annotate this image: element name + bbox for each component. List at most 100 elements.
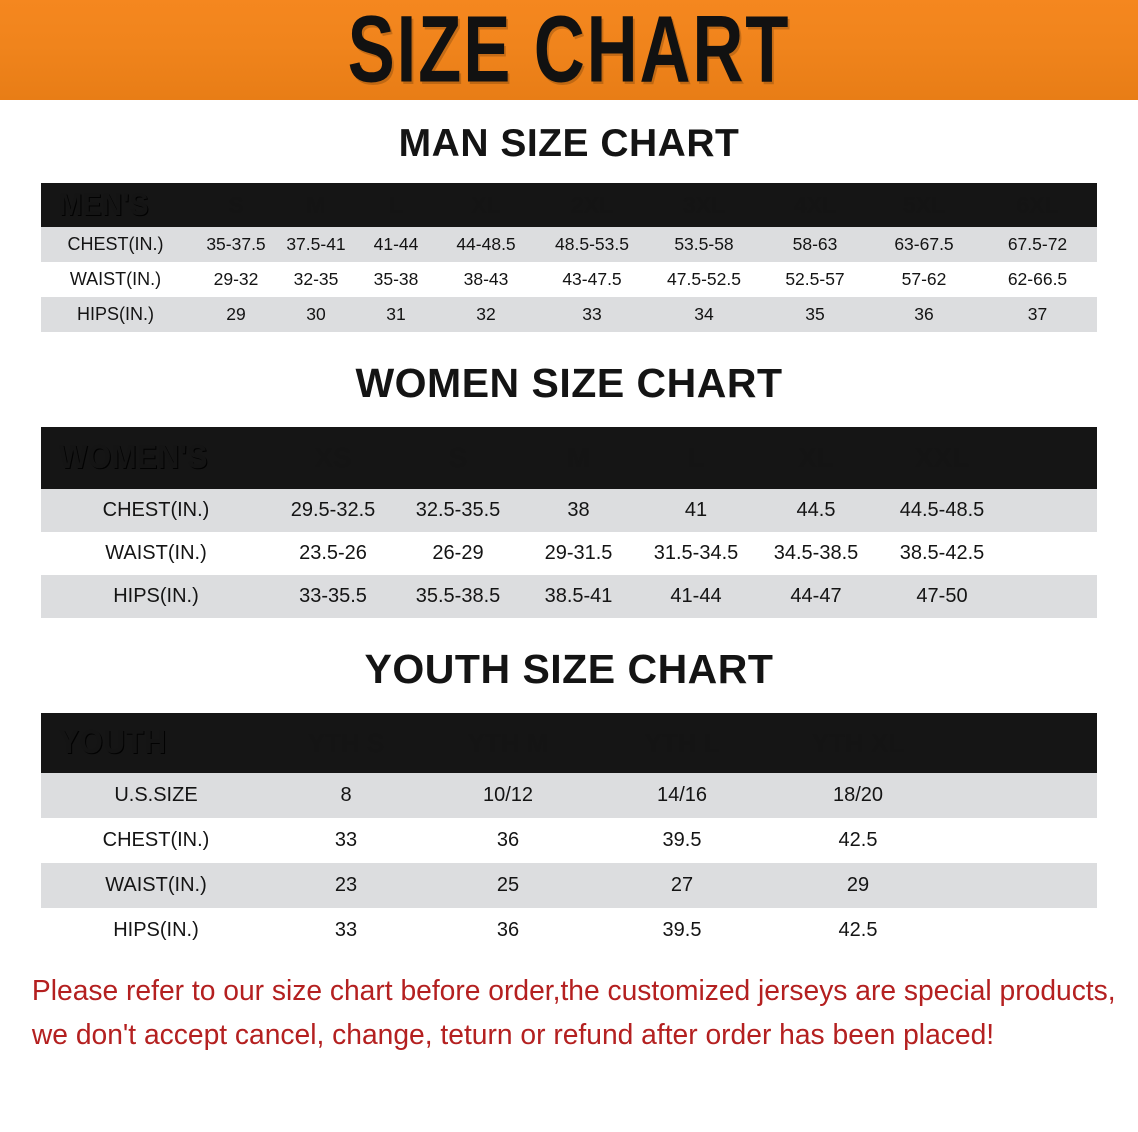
- table-row: WAIST(IN.) 23.5-26 26-29 29-31.5 31.5-34…: [41, 532, 1097, 575]
- youth-col-xl: YTH XL: [769, 713, 947, 773]
- table-row: CHEST(IN.) 35-37.5 37.5-41 41-44 44-48.5…: [41, 227, 1097, 262]
- table-cell: 58-63: [760, 227, 870, 262]
- men-col-s: S: [196, 183, 276, 227]
- table-cell: 57-62: [870, 262, 978, 297]
- youth-size-table: YOUTH YTH S YTH M YTH L YTH XL U.S.SIZE …: [41, 713, 1097, 953]
- table-cell: 38.5-41: [521, 575, 636, 618]
- section-man: MAN SIZE CHART MEN'S S M L XL 2XL 3XL 4X…: [0, 100, 1138, 332]
- page-banner: SIZE CHART: [0, 0, 1138, 100]
- table-cell: 37.5-41: [276, 227, 356, 262]
- table-cell: 35-38: [356, 262, 436, 297]
- men-row-label-chest: CHEST(IN.): [41, 227, 196, 262]
- table-row: HIPS(IN.) 33 36 39.5 42.5: [41, 908, 1097, 953]
- table-cell: 31: [356, 297, 436, 332]
- men-row-label-waist: WAIST(IN.): [41, 262, 196, 297]
- table-cell: 39.5: [595, 818, 769, 863]
- men-col-xl: XL: [436, 183, 536, 227]
- table-row: CHEST(IN.) 33 36 39.5 42.5: [41, 818, 1097, 863]
- youth-col-empty: [947, 713, 1097, 773]
- women-col-m: M: [521, 427, 636, 489]
- women-row-label-chest: CHEST(IN.): [41, 489, 271, 532]
- table-cell: 29: [196, 297, 276, 332]
- table-cell: 41-44: [636, 575, 756, 618]
- table-cell: 41-44: [356, 227, 436, 262]
- women-size-table: WOMEN'S XS S M L XL XXL CHEST(IN.) 29.5-…: [41, 427, 1097, 618]
- table-cell: 41: [636, 489, 756, 532]
- women-col-empty: [1008, 427, 1097, 489]
- table-cell: 33: [536, 297, 648, 332]
- table-cell: 38.5-42.5: [876, 532, 1008, 575]
- table-cell: 36: [421, 908, 595, 953]
- table-cell: 36: [870, 297, 978, 332]
- table-cell: 53.5-58: [648, 227, 760, 262]
- men-header-row: MEN'S S M L XL 2XL 3XL 4XL 5XL 6XL: [41, 183, 1097, 227]
- table-cell: 62-66.5: [978, 262, 1097, 297]
- men-col-6xl: 6XL: [978, 183, 1097, 227]
- table-cell: [947, 908, 1097, 953]
- disclaimer-line-2: we don't accept cancel, change, teturn o…: [31, 1019, 995, 1052]
- table-cell: 42.5: [769, 818, 947, 863]
- table-cell: 34.5-38.5: [756, 532, 876, 575]
- section-women: WOMEN SIZE CHART WOMEN'S XS S M L XL XXL: [0, 332, 1138, 618]
- men-row-label-hips: HIPS(IN.): [41, 297, 196, 332]
- table-row: WAIST(IN.) 29-32 32-35 35-38 38-43 43-47…: [41, 262, 1097, 297]
- table-cell: 39.5: [595, 908, 769, 953]
- women-row-label-hips: HIPS(IN.): [41, 575, 271, 618]
- youth-row-label-ussize: U.S.SIZE: [41, 773, 271, 818]
- women-header-row: WOMEN'S XS S M L XL XXL: [41, 427, 1097, 489]
- youth-row-label-chest: CHEST(IN.): [41, 818, 271, 863]
- table-row: HIPS(IN.) 29 30 31 32 33 34 35 36 37: [41, 297, 1097, 332]
- table-cell: 44-48.5: [436, 227, 536, 262]
- table-cell: [1008, 575, 1097, 618]
- table-cell: 37: [978, 297, 1097, 332]
- youth-col-s: YTH S: [271, 713, 421, 773]
- women-col-xl: XL: [756, 427, 876, 489]
- youth-col-l: YTH L: [595, 713, 769, 773]
- men-col-2xl: 2XL: [536, 183, 648, 227]
- disclaimer-note: Please refer to our size chart before or…: [24, 969, 1116, 1057]
- table-cell: 29: [769, 863, 947, 908]
- table-cell: 32.5-35.5: [395, 489, 521, 532]
- table-cell: 31.5-34.5: [636, 532, 756, 575]
- youth-corner-label: YOUTH: [41, 713, 271, 773]
- table-cell: 48.5-53.5: [536, 227, 648, 262]
- table-cell: 27: [595, 863, 769, 908]
- table-cell: 38: [521, 489, 636, 532]
- men-col-3xl: 3XL: [648, 183, 760, 227]
- table-cell: 18/20: [769, 773, 947, 818]
- table-cell: 36: [421, 818, 595, 863]
- table-cell: 29-32: [196, 262, 276, 297]
- table-cell: 33-35.5: [271, 575, 395, 618]
- women-col-l: L: [636, 427, 756, 489]
- table-cell: 8: [271, 773, 421, 818]
- women-col-s: S: [395, 427, 521, 489]
- table-cell: 29-31.5: [521, 532, 636, 575]
- section-youth: YOUTH SIZE CHART YOUTH YTH S YTH M YTH L…: [0, 618, 1138, 953]
- men-col-m: M: [276, 183, 356, 227]
- table-cell: 38-43: [436, 262, 536, 297]
- table-cell: [947, 773, 1097, 818]
- table-cell: 34: [648, 297, 760, 332]
- men-size-table: MEN'S S M L XL 2XL 3XL 4XL 5XL 6XL CHEST…: [41, 183, 1097, 332]
- table-cell: [1008, 532, 1097, 575]
- table-cell: 14/16: [595, 773, 769, 818]
- table-cell: [947, 818, 1097, 863]
- table-cell: 10/12: [421, 773, 595, 818]
- table-cell: 67.5-72: [978, 227, 1097, 262]
- table-cell: 63-67.5: [870, 227, 978, 262]
- men-col-4xl: 4XL: [760, 183, 870, 227]
- table-cell: 44.5: [756, 489, 876, 532]
- table-cell: 35.5-38.5: [395, 575, 521, 618]
- men-col-5xl: 5XL: [870, 183, 978, 227]
- section-title-man: MAN SIZE CHART: [398, 122, 740, 165]
- table-row: U.S.SIZE 8 10/12 14/16 18/20: [41, 773, 1097, 818]
- table-cell: 29.5-32.5: [271, 489, 395, 532]
- women-corner-label: WOMEN'S: [41, 427, 271, 489]
- youth-row-label-waist: WAIST(IN.): [41, 863, 271, 908]
- table-cell: [1008, 489, 1097, 532]
- table-cell: 43-47.5: [536, 262, 648, 297]
- table-cell: 32: [436, 297, 536, 332]
- table-cell: 47.5-52.5: [648, 262, 760, 297]
- table-row: HIPS(IN.) 33-35.5 35.5-38.5 38.5-41 41-4…: [41, 575, 1097, 618]
- table-cell: 23: [271, 863, 421, 908]
